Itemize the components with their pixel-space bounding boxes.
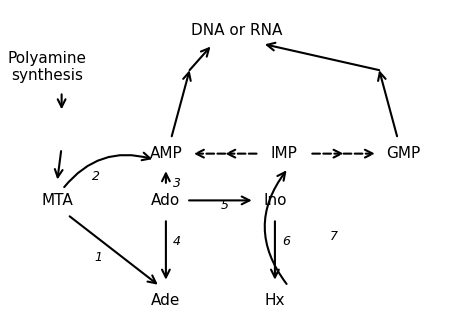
Text: 4: 4	[173, 235, 181, 248]
Text: 6: 6	[282, 235, 290, 248]
Text: 1: 1	[95, 250, 103, 264]
Text: IMP: IMP	[271, 146, 298, 161]
Text: 5: 5	[220, 199, 228, 212]
Text: DNA or RNA: DNA or RNA	[191, 23, 283, 37]
Text: Hx: Hx	[264, 293, 285, 308]
Text: Polyamine
synthesis: Polyamine synthesis	[8, 50, 87, 83]
Text: GMP: GMP	[386, 146, 420, 161]
Text: 7: 7	[329, 230, 337, 243]
Text: 2: 2	[92, 170, 100, 183]
Text: Ado: Ado	[151, 193, 181, 208]
Text: Ade: Ade	[151, 293, 181, 308]
Text: 3: 3	[173, 177, 181, 190]
Text: MTA: MTA	[41, 193, 73, 208]
Text: AMP: AMP	[149, 146, 182, 161]
Text: Ino: Ino	[263, 193, 287, 208]
